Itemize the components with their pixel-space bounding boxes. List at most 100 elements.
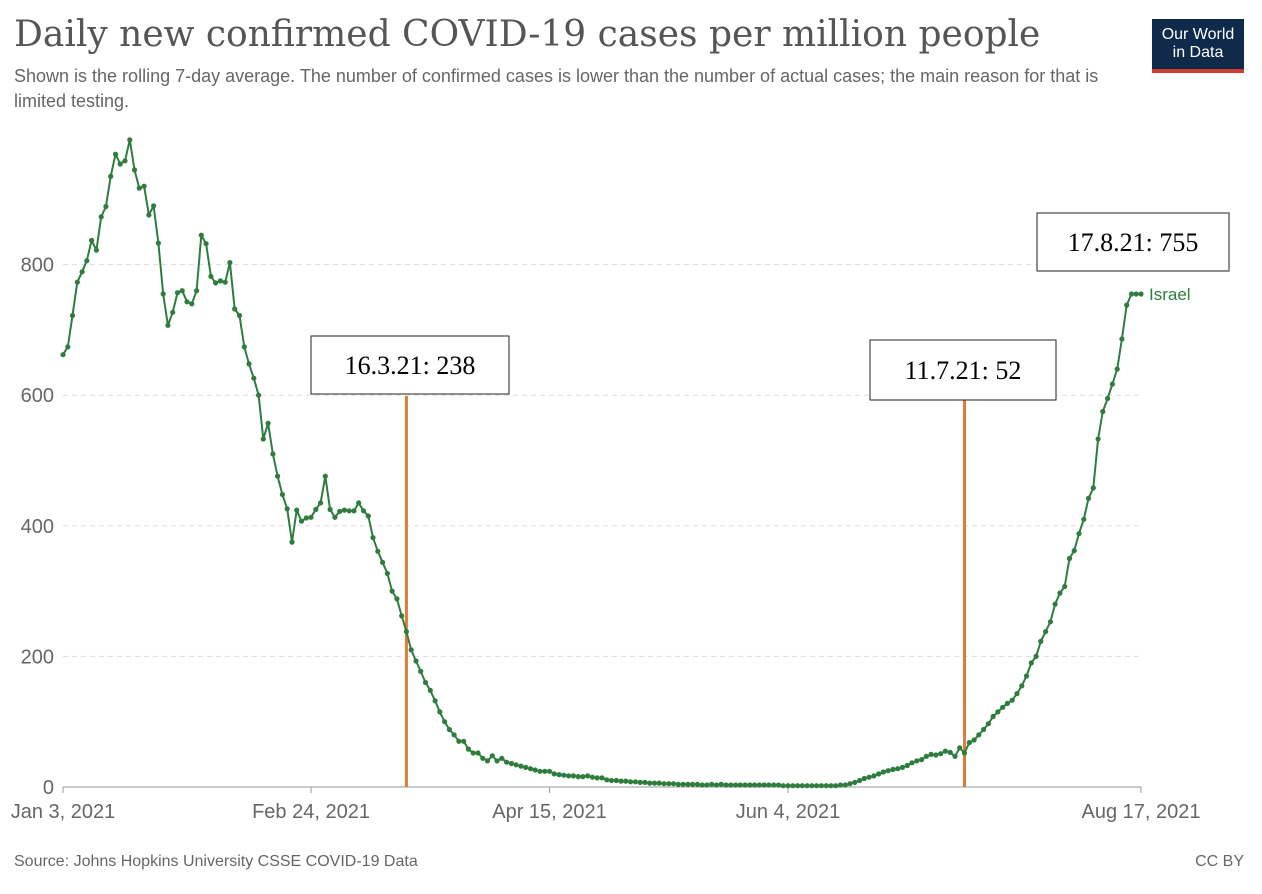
data-point	[537, 768, 543, 774]
data-point	[318, 500, 324, 506]
data-point	[790, 783, 796, 789]
data-point	[1076, 531, 1082, 537]
data-point	[857, 777, 863, 784]
data-point	[475, 750, 481, 756]
data-point	[599, 775, 605, 781]
data-point	[709, 781, 715, 788]
data-point	[733, 782, 739, 788]
our-world-in-data-logo[interactable]: Our World in Data	[1152, 19, 1244, 73]
annotation-label: 16.3.21: 238	[345, 351, 476, 380]
data-point	[718, 781, 724, 788]
data-point	[251, 375, 257, 381]
data-point	[79, 269, 85, 275]
data-point	[375, 548, 381, 554]
annotation-box	[1036, 212, 1230, 272]
data-point	[642, 779, 648, 786]
data-point	[484, 758, 491, 764]
data-point	[699, 782, 705, 788]
data-point	[647, 780, 653, 786]
annotation-box	[310, 335, 510, 395]
data-point	[985, 721, 992, 727]
data-point	[823, 783, 829, 789]
license-note[interactable]: CC BY	[1195, 853, 1244, 870]
data-point	[1090, 485, 1096, 491]
data-point	[589, 774, 596, 780]
data-point	[189, 301, 195, 307]
data-point	[1038, 638, 1044, 645]
data-point	[876, 771, 882, 777]
data-point	[427, 687, 433, 694]
data-point	[69, 312, 76, 319]
data-point	[74, 279, 80, 285]
data-point	[670, 781, 677, 787]
data-point	[1133, 291, 1139, 297]
data-point	[566, 773, 572, 779]
data-point	[632, 779, 639, 785]
data-point	[256, 392, 262, 398]
data-point	[84, 258, 90, 264]
data-point	[742, 782, 748, 788]
data-point	[422, 679, 429, 686]
data-point	[270, 451, 276, 457]
data-point	[628, 779, 634, 785]
data-point	[966, 740, 972, 746]
data-point	[227, 260, 233, 266]
data-point	[575, 774, 581, 780]
data-point	[470, 750, 476, 756]
data-point	[890, 766, 896, 773]
data-point	[232, 306, 238, 312]
data-point	[527, 766, 534, 772]
data-point	[279, 491, 285, 498]
data-point	[938, 751, 944, 757]
data-point	[1014, 691, 1020, 697]
data-point	[947, 749, 953, 756]
data-point	[961, 750, 968, 756]
data-point	[308, 514, 314, 520]
data-point	[1119, 336, 1125, 342]
data-point	[1000, 704, 1006, 710]
y-tick-label: 800	[21, 255, 54, 277]
data-point	[165, 322, 171, 328]
data-point	[866, 774, 872, 780]
series-line	[62, 138, 1141, 787]
data-point	[446, 726, 452, 733]
y-tick-label: 600	[21, 385, 54, 407]
data-point	[174, 290, 181, 296]
data-point	[356, 500, 362, 506]
data-point	[294, 507, 300, 513]
data-point	[122, 158, 128, 164]
data-point	[556, 772, 562, 778]
data-point	[1085, 495, 1092, 501]
data-point	[351, 508, 357, 514]
data-point	[518, 763, 524, 769]
data-point	[761, 782, 767, 788]
data-point	[489, 753, 495, 759]
data-point	[766, 782, 772, 788]
x-tick-label: Aug 17, 2021	[1082, 801, 1201, 823]
data-point	[151, 203, 157, 209]
data-point	[1124, 302, 1130, 308]
data-point	[504, 759, 510, 765]
data-point	[690, 781, 696, 788]
data-point	[456, 738, 462, 744]
data-point	[194, 288, 200, 294]
data-point	[809, 783, 815, 789]
data-point	[909, 760, 915, 766]
y-tick-label: 400	[21, 516, 54, 538]
data-point	[1028, 660, 1034, 666]
data-point	[780, 783, 786, 789]
data-point	[327, 506, 333, 513]
data-point	[895, 766, 901, 772]
data-point	[1114, 366, 1120, 372]
data-point	[737, 782, 743, 788]
x-tick-label: Apr 15, 2021	[492, 801, 607, 823]
data-point	[408, 647, 414, 653]
data-point	[298, 518, 305, 524]
data-point	[656, 780, 662, 786]
data-point	[608, 777, 615, 784]
data-point	[337, 508, 343, 514]
data-point	[284, 506, 290, 512]
data-point	[837, 782, 844, 788]
data-point	[523, 764, 529, 771]
